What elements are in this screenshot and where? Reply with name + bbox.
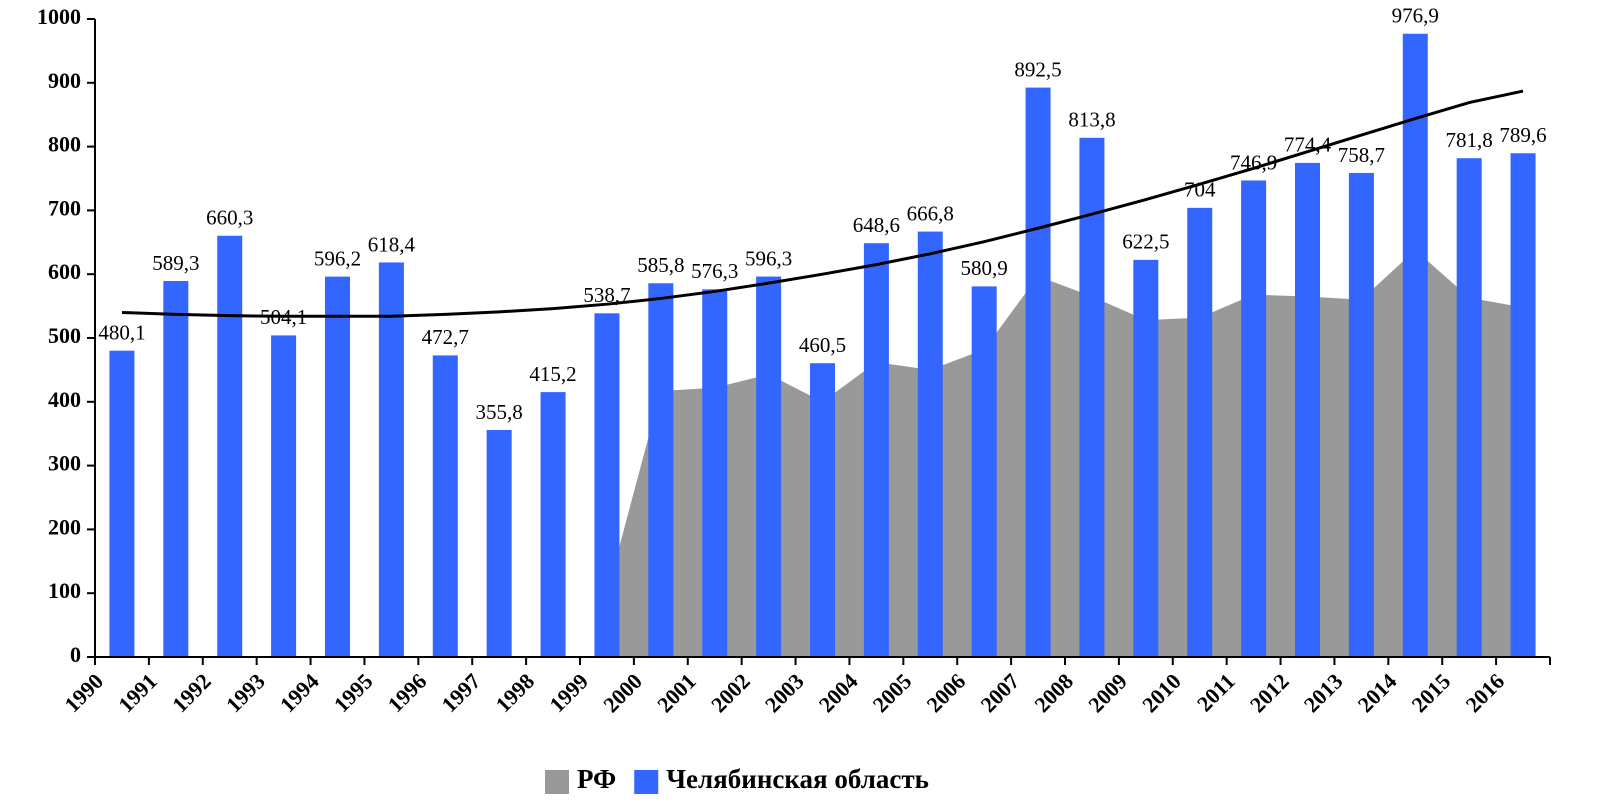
x-tick-label: 2003 [760, 668, 809, 717]
data-label: 660,3 [206, 206, 253, 230]
data-label: 585,8 [637, 253, 684, 277]
x-tick-label: 1990 [59, 668, 108, 717]
data-label: 774,4 [1284, 133, 1332, 157]
data-label: 758,7 [1338, 143, 1385, 167]
bar [486, 429, 512, 657]
x-tick-label: 2005 [868, 668, 917, 717]
x-tick-label: 2011 [1192, 668, 1240, 716]
data-label: 596,3 [745, 246, 792, 270]
x-tick-label: 2016 [1460, 668, 1509, 717]
data-label: 580,9 [961, 256, 1008, 280]
data-label: 415,2 [529, 362, 576, 386]
x-tick-label: 2012 [1245, 668, 1294, 717]
bar [1456, 158, 1482, 657]
bar [1348, 172, 1374, 657]
trendline [121, 89, 1524, 318]
bar [1025, 87, 1051, 657]
y-tick-label: 0 [70, 642, 81, 667]
bar [810, 363, 835, 657]
bar [163, 281, 189, 657]
x-tick-label: 2010 [1137, 668, 1186, 717]
legend-label: РФ [577, 764, 616, 794]
bar [378, 262, 404, 657]
data-label: 589,3 [152, 251, 199, 275]
data-label: 781,8 [1446, 128, 1493, 152]
data-label: 460,5 [799, 333, 846, 357]
x-tick-label: 1992 [167, 668, 216, 717]
y-tick-label: 700 [48, 195, 81, 220]
bar [1241, 180, 1267, 658]
data-label: 648,6 [853, 213, 900, 237]
data-label: 538,7 [583, 283, 630, 307]
bar [1402, 33, 1428, 658]
x-tick-label: 1999 [544, 668, 593, 717]
x-tick-label: 2006 [922, 668, 971, 717]
data-label: 813,8 [1068, 108, 1115, 132]
data-label: 618,4 [368, 232, 416, 256]
legend-swatch [545, 770, 569, 794]
x-tick-label: 2015 [1407, 668, 1456, 717]
bar [432, 355, 458, 657]
data-label: 480,1 [98, 321, 145, 345]
data-label: 892,5 [1014, 57, 1061, 81]
legend-swatch [634, 770, 659, 794]
data-label: 789,6 [1499, 123, 1546, 147]
y-tick-label: 900 [48, 68, 81, 93]
data-label: 622,5 [1122, 230, 1169, 254]
bar [863, 243, 889, 657]
x-tick-label: 1991 [113, 668, 162, 717]
bar [702, 289, 728, 657]
data-label: 704 [1184, 178, 1216, 202]
bar [971, 286, 997, 657]
x-tick-label: 1993 [221, 668, 270, 717]
x-tick-label: 2009 [1083, 668, 1132, 717]
bar [109, 350, 135, 657]
bar [1295, 162, 1320, 657]
x-tick-label: 1996 [383, 668, 432, 717]
x-tick-label: 2001 [652, 668, 701, 717]
bar [540, 392, 566, 657]
x-tick-label: 1998 [490, 668, 539, 717]
bar [1133, 259, 1159, 657]
y-tick-label: 600 [48, 259, 81, 284]
x-tick-label: 1997 [437, 668, 486, 717]
x-tick-label: 2013 [1299, 668, 1348, 717]
bar [271, 335, 297, 657]
bar [1187, 207, 1213, 657]
y-tick-label: 100 [48, 578, 81, 603]
area [606, 249, 1524, 657]
x-tick-label: 1995 [329, 668, 378, 717]
y-tick-label: 200 [48, 514, 81, 539]
y-tick-label: 500 [48, 323, 81, 348]
legend-label: Челябинская область [666, 764, 929, 794]
bar [1079, 137, 1105, 657]
y-tick-label: 800 [48, 132, 81, 157]
data-label: 666,8 [907, 201, 954, 225]
x-tick-label: 2002 [706, 668, 755, 717]
data-label: 472,7 [422, 325, 469, 349]
y-tick-label: 300 [48, 451, 81, 476]
y-tick-label: 1000 [37, 4, 81, 29]
x-tick-label: 2004 [814, 668, 863, 717]
x-tick-label: 1994 [275, 668, 324, 717]
data-label: 576,3 [691, 259, 738, 283]
data-label: 355,8 [476, 400, 523, 424]
x-tick-label: 2007 [975, 668, 1024, 717]
data-label: 596,2 [314, 246, 361, 270]
bar [325, 276, 350, 657]
bar [756, 276, 782, 657]
data-label: 746,9 [1230, 150, 1277, 174]
bar [917, 231, 943, 657]
bar [594, 313, 620, 657]
x-tick-label: 2014 [1353, 668, 1402, 717]
x-tick-label: 2000 [598, 668, 647, 717]
bar [648, 283, 674, 657]
y-tick-label: 400 [48, 387, 81, 412]
x-tick-label: 2008 [1029, 668, 1078, 717]
bar [1510, 153, 1536, 657]
data-label: 504,1 [260, 305, 307, 329]
bar [217, 235, 243, 657]
data-label: 976,9 [1392, 4, 1439, 28]
